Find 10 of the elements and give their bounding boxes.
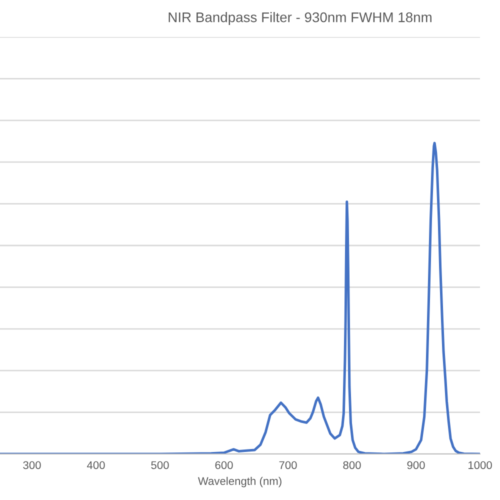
x-tick-label: 900 [407, 461, 425, 470]
x-tick-label: 600 [215, 461, 233, 470]
x-tick-label: 800 [343, 461, 361, 470]
x-tick-label: 700 [279, 461, 297, 470]
chart-title: NIR Bandpass Filter - 930nm FWHM 18nm [168, 12, 432, 25]
x-tick-label: 500 [151, 461, 169, 470]
x-tick-label: 300 [23, 461, 41, 470]
x-tick-label: 1000 [468, 461, 492, 470]
x-axis-title: Wavelength (nm) [198, 476, 282, 488]
x-tick-label: 400 [86, 461, 105, 470]
